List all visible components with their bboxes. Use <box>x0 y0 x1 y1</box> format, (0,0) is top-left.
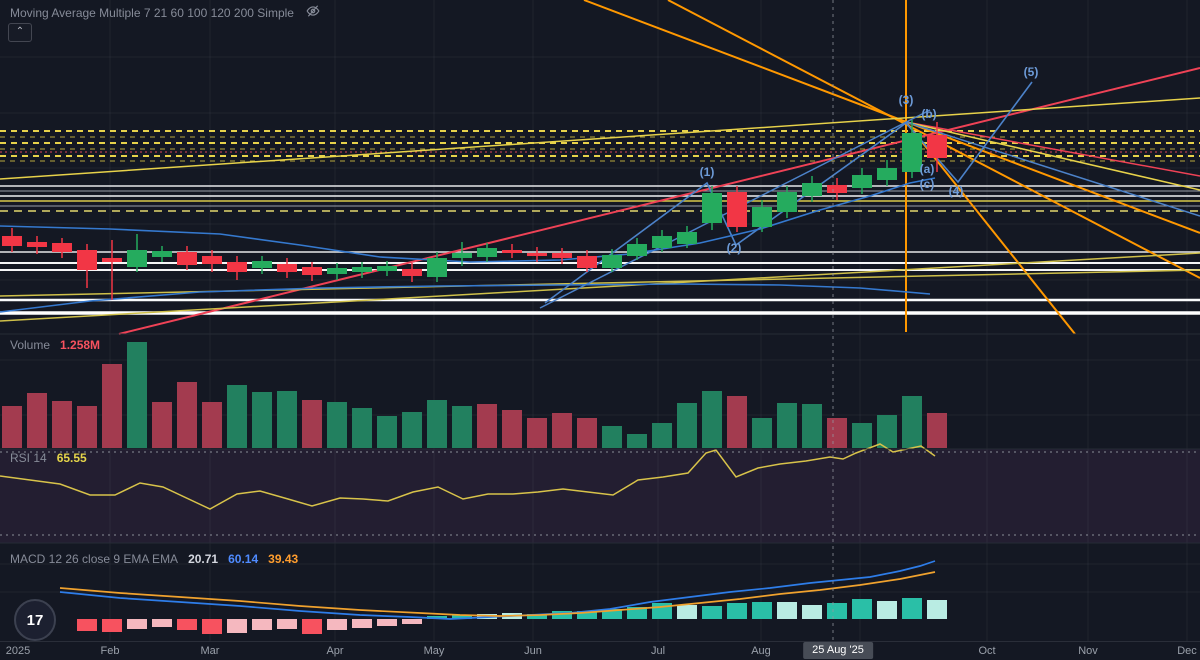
axis-label: Jul <box>650 645 666 657</box>
ma-indicator-title: Moving Average Multiple 7 21 60 100 120 … <box>10 5 294 20</box>
macd-line-value: 60.14 <box>228 552 259 566</box>
volume-label: Volume <box>10 338 51 352</box>
volume-value: 1.258M <box>60 338 101 352</box>
axis-label: May <box>423 645 445 657</box>
volume-legend[interactable]: Volume 1.258M <box>10 338 100 352</box>
axis-label: Oct <box>978 645 996 657</box>
svg-text:(b): (b) <box>921 107 936 121</box>
visibility-off-icon[interactable] <box>306 4 320 21</box>
axis-label: Aug <box>751 645 771 657</box>
svg-text:(2): (2) <box>727 241 742 255</box>
crosshair-date-label: 25 Aug '25 <box>803 642 873 659</box>
rsi-legend[interactable]: RSI 14 65.55 <box>10 451 87 465</box>
axis-label: Jun <box>524 645 542 657</box>
svg-text:(a): (a) <box>920 162 935 176</box>
axis-label: Mar <box>200 645 220 657</box>
rsi-value: 65.55 <box>56 451 87 465</box>
legend-collapse-button[interactable]: ⌃ <box>8 23 32 42</box>
axis-label: Apr <box>326 645 344 657</box>
axis-label: 2025 <box>5 645 31 657</box>
axis-label: Feb <box>100 645 120 657</box>
tradingview-logo[interactable]: 17 <box>14 599 56 641</box>
svg-text:(c): (c) <box>920 177 935 191</box>
macd-signal-value: 39.43 <box>268 552 299 566</box>
chart-canvas[interactable]: (1) (2) (3) (4) (5) (b) (a)(c) <box>0 0 1200 641</box>
time-axis[interactable]: 2025 Feb Mar Apr May Jun Jul Aug Oct Nov Dec 25 Aug… <box>0 641 1200 660</box>
axis-label: Dec <box>1177 645 1197 657</box>
svg-text:(5): (5) <box>1024 65 1039 79</box>
svg-text:(4): (4) <box>949 184 964 198</box>
rsi-label: RSI 14 <box>10 451 47 465</box>
macd-legend[interactable]: MACD 12 26 close 9 EMA EMA 20.71 60.14 3… <box>10 552 298 566</box>
macd-hist-value: 20.71 <box>188 552 219 566</box>
svg-text:(3): (3) <box>899 93 914 107</box>
macd-label: MACD 12 26 close 9 EMA EMA <box>10 552 179 566</box>
svg-text:(1): (1) <box>700 165 715 179</box>
axis-label: Nov <box>1078 645 1098 657</box>
ma-indicator-legend[interactable]: Moving Average Multiple 7 21 60 100 120 … <box>10 4 320 21</box>
